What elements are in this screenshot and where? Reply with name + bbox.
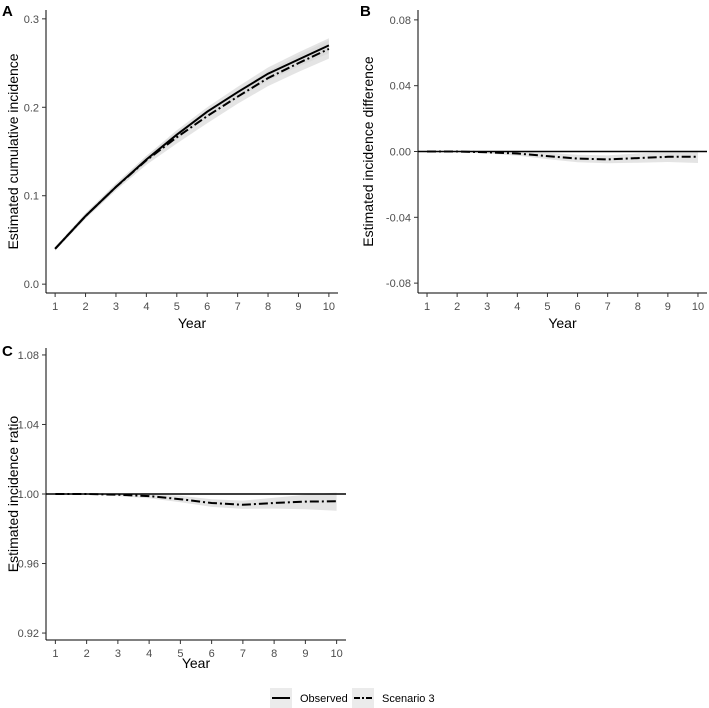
y-tick-label: 0.3 xyxy=(24,14,39,26)
y-tick-label: -0.08 xyxy=(386,278,411,290)
x-tick-label: 2 xyxy=(84,648,90,660)
x-tick-label: 7 xyxy=(605,301,611,313)
x-axis-title: Year xyxy=(548,315,577,331)
y-axis-title: Estimated incidence difference xyxy=(360,56,376,247)
series-line-observed xyxy=(54,44,330,250)
x-tick-label: 2 xyxy=(454,301,460,313)
x-tick-label: 5 xyxy=(174,301,180,313)
x-tick-label: 7 xyxy=(235,301,241,313)
y-tick-label: 0.08 xyxy=(390,15,411,27)
x-tick-label: 6 xyxy=(209,648,215,660)
y-tick-label: 1.04 xyxy=(18,419,39,431)
panel-c: C 0.92 0.96 1.00 1.04 1.08 1 2 3 4 5 6 7 8 9 10 Year Esti… xyxy=(2,343,346,671)
legend-label: Observed xyxy=(300,693,348,705)
y-tick-label: 0.00 xyxy=(390,147,411,159)
x-tick-label: 9 xyxy=(665,301,671,313)
y-tick-label: 0.2 xyxy=(24,102,39,114)
x-tick-label: 3 xyxy=(113,301,119,313)
x-tick-label: 10 xyxy=(692,301,704,313)
x-tick-label: 5 xyxy=(544,301,550,313)
x-tick-label: 4 xyxy=(143,301,149,313)
x-tick-label: 5 xyxy=(177,648,183,660)
series-line-scenario-3 xyxy=(54,47,330,250)
x-tick-label: 7 xyxy=(240,648,246,660)
panel-b: B -0.08 -0.04 0.00 0.04 0.08 1 2 3 4 5 6 7 8 9 10 Year Es… xyxy=(360,3,707,331)
x-tick-label: 2 xyxy=(82,301,88,313)
x-tick-label: 1 xyxy=(52,648,58,660)
y-tick-label: 1.08 xyxy=(18,350,39,362)
x-tick-label: 4 xyxy=(514,301,520,313)
x-tick-label: 8 xyxy=(265,301,271,313)
x-tick-label: 1 xyxy=(52,301,58,313)
y-axis-title: Estimated cumulative incidence xyxy=(5,53,21,249)
ci-band-scenario-3 xyxy=(55,40,329,251)
panel-label: A xyxy=(2,3,13,20)
y-tick-label: 1.00 xyxy=(18,489,39,501)
x-tick-label: 4 xyxy=(146,648,152,660)
x-axis-title: Year xyxy=(182,655,211,671)
x-tick-label: 8 xyxy=(635,301,641,313)
panel-label: C xyxy=(2,343,13,360)
ci-band-scenario-3 xyxy=(427,150,698,164)
x-tick-label: 6 xyxy=(204,301,210,313)
x-tick-label: 6 xyxy=(574,301,580,313)
y-tick-label: 0.96 xyxy=(18,559,39,571)
y-tick-label: -0.04 xyxy=(386,212,411,224)
y-axis-title: Estimated incidence ratio xyxy=(5,416,21,573)
x-tick-label: 8 xyxy=(271,648,277,660)
legend-item-observed: Observed xyxy=(270,688,348,708)
y-tick-label: 0.92 xyxy=(18,628,39,640)
y-tick-label: 0.04 xyxy=(390,81,411,93)
x-tick-label: 3 xyxy=(115,648,121,660)
x-tick-label: 3 xyxy=(484,301,490,313)
x-tick-label: 10 xyxy=(331,648,343,660)
y-tick-label: 0.1 xyxy=(24,191,39,203)
y-tick-label: 0.0 xyxy=(24,279,39,291)
panel-a: A 0.0 0.1 0.2 0.3 1 2 3 4 5 6 7 8 9 10 Year Estimated cu… xyxy=(2,3,338,331)
panel-label: B xyxy=(360,3,371,20)
x-tick-label: 9 xyxy=(302,648,308,660)
legend-item-scenario-3: Scenario 3 xyxy=(352,688,435,708)
x-tick-label: 10 xyxy=(323,301,335,313)
x-axis-title: Year xyxy=(178,315,207,331)
legend: Observed Scenario 3 xyxy=(270,688,435,708)
series-line-scenario-3 xyxy=(427,150,698,161)
x-tick-label: 1 xyxy=(424,301,430,313)
series-line-scenario-3 xyxy=(55,493,337,506)
legend-label: Scenario 3 xyxy=(382,693,435,705)
x-tick-label: 9 xyxy=(295,301,301,313)
